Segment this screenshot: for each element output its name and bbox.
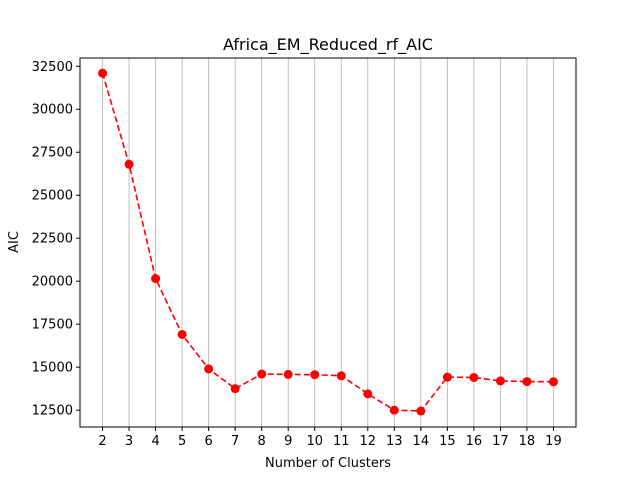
plot-frame: [79, 57, 577, 428]
data-point: [548, 377, 558, 387]
x-tick-label: 14: [413, 434, 430, 449]
y-tick-label: 12500: [32, 404, 73, 419]
data-point: [522, 377, 532, 387]
x-tick-label: 10: [306, 434, 323, 449]
data-point: [204, 364, 214, 374]
y-tick-label: 22500: [32, 232, 73, 247]
x-axis: 2 3 4 5 6 7 8 9 10 11 12 13 14 15 16 17 18 19: [98, 427, 562, 449]
x-tick-label: 11: [333, 434, 350, 449]
data-point: [389, 405, 399, 415]
x-tick-label: 13: [386, 434, 403, 449]
y-tick-label: 15000: [32, 361, 73, 376]
x-tick-label: 17: [492, 434, 509, 449]
data-point: [363, 389, 373, 399]
data-point: [442, 372, 452, 382]
y-tick-label: 27500: [32, 146, 73, 161]
x-tick-label: 9: [284, 434, 292, 449]
x-tick-label: 5: [178, 434, 186, 449]
x-tick-label: 18: [519, 434, 536, 449]
y-tick-label: 17500: [32, 318, 73, 333]
series: [98, 68, 558, 416]
data-point: [495, 376, 505, 386]
x-tick-label: 4: [151, 434, 159, 449]
x-tick-label: 7: [231, 434, 239, 449]
y-tick-label: 25000: [32, 189, 73, 204]
data-point: [257, 369, 267, 379]
data-point: [124, 159, 134, 169]
chart-title: Africa_EM_Reduced_rf_AIC: [223, 35, 433, 55]
grid: [102, 58, 554, 427]
x-tick-label: 16: [466, 434, 483, 449]
x-tick-label: 12: [360, 434, 377, 449]
data-point: [283, 369, 293, 379]
x-axis-label: Number of Clusters: [265, 456, 391, 471]
data-point: [98, 68, 108, 78]
data-point: [336, 371, 346, 381]
x-tick-label: 19: [545, 434, 562, 449]
y-axis-label: AIC: [7, 231, 22, 253]
data-point: [416, 406, 426, 416]
data-point: [177, 329, 187, 339]
data-point: [230, 384, 240, 394]
x-tick-label: 3: [125, 434, 133, 449]
y-tick-label: 32500: [32, 60, 73, 75]
data-point: [310, 370, 320, 380]
data-point: [151, 274, 161, 284]
x-tick-label: 6: [205, 434, 213, 449]
y-tick-label: 30000: [32, 103, 73, 118]
y-tick-label: 20000: [32, 275, 73, 290]
x-tick-label: 8: [258, 434, 266, 449]
data-point: [469, 372, 479, 382]
x-tick-label: 2: [98, 434, 106, 449]
y-axis: 12500 15000 17500 20000 22500 25000 27500 30000…: [32, 60, 80, 419]
x-tick-label: 15: [439, 434, 456, 449]
